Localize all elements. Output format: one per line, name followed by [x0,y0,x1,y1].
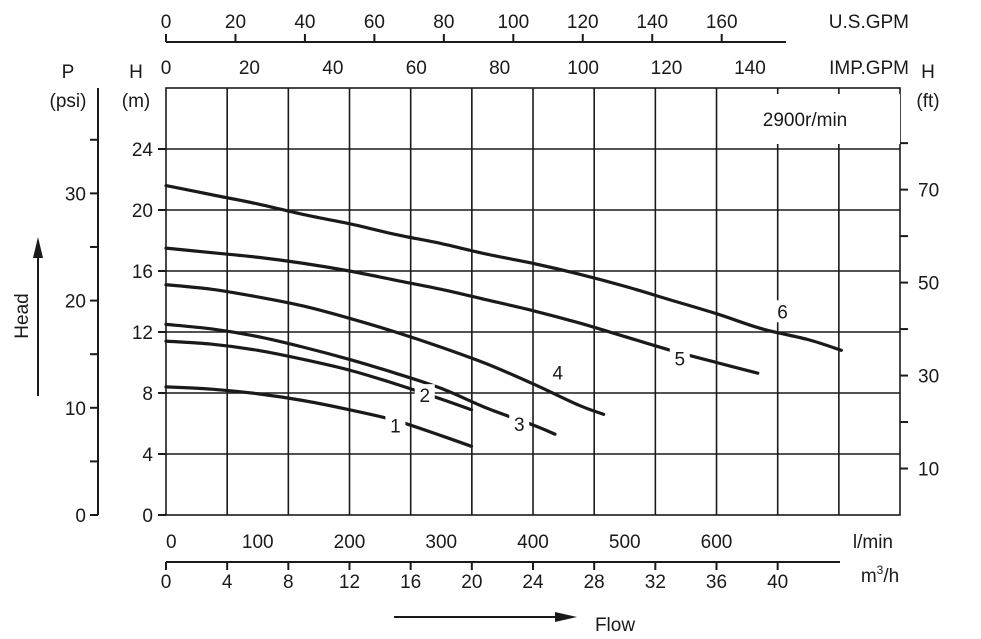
m3h-tick-label: 0 [161,572,172,593]
lmin-tick-label: 600 [701,532,733,553]
head-m-tick-label: 4 [142,445,153,466]
m3h-tick-label: 4 [222,572,233,593]
speed-label-box [720,94,900,144]
curve-label-bg [669,347,690,370]
m3h-tick-label: 16 [400,572,421,593]
usgpm-tick-label: 120 [567,12,599,33]
m3h-unit-sup: 3 [877,563,884,577]
curve-label-4: 4 [552,363,563,384]
impgpm-tick-label: 100 [567,58,599,79]
impgpm-tick-label: 40 [322,58,343,79]
m3h-unit-suffix: /h [883,566,899,587]
lmin-unit: l/min [853,532,893,553]
m3h-tick-label: 24 [522,572,544,593]
head-arrow-head [33,237,43,258]
head-m-tick-label: 0 [142,506,153,527]
lmin-tick-label: 300 [425,532,457,553]
psi-tick-label: 10 [65,399,86,420]
m3h-tick-label: 32 [645,572,666,593]
usgpm-unit: U.S.GPM [829,12,909,33]
lmin-tick-label: 200 [334,532,366,553]
curve-label-bg [772,300,793,323]
curve-3 [164,322,557,436]
head-ft-tick-label: 10 [918,460,939,481]
impgpm-tick-label: 80 [489,58,510,79]
impgpm-tick-label: 20 [239,58,260,79]
lmin-tick-label: 0 [166,532,177,553]
lmin-tick-label: 400 [517,532,549,553]
usgpm-tick-label: 140 [636,12,668,33]
usgpm-tick-label: 80 [433,12,454,33]
m3h-unit: m3/h [861,563,899,587]
usgpm-tick-label: 40 [294,12,315,33]
impgpm-tick-label: 60 [406,58,427,79]
usgpm-tick-label: 160 [706,12,738,33]
curve-6 [164,184,843,352]
curve-2 [164,339,474,412]
m3h-tick-label: 12 [339,572,360,593]
curve-1 [164,385,474,448]
impgpm-tick-label: 140 [734,58,766,79]
usgpm-tick-label: 100 [497,12,529,33]
head-ft-unit-bottom: (ft) [916,91,939,112]
curve-label-2: 2 [419,386,430,407]
impgpm-unit: IMP.GPM [829,58,909,79]
curve-label-3: 3 [514,415,525,436]
curve-label-bg [385,414,406,437]
head-ft-tick-label: 30 [918,367,939,388]
x-axis-title: Flow [595,615,635,636]
curve-4 [164,283,606,416]
head-ft-tick-label: 50 [918,274,939,295]
psi-tick-label: 30 [65,184,86,205]
head-m-tick-label: 20 [132,201,153,222]
lmin-tick-label: 500 [609,532,641,553]
usgpm-tick-label: 20 [225,12,246,33]
curve-label-6: 6 [777,302,788,323]
head-m-tick-label: 16 [132,262,153,283]
head-m-unit-bottom: (m) [122,91,150,112]
head-ft-tick-label: 70 [918,181,939,202]
curve-label-bg [509,413,530,436]
head-ft-unit-top: H [921,62,935,83]
usgpm-tick-label: 0 [161,12,172,33]
flow-arrow-head [555,612,577,622]
y-axis-title: Head [12,293,33,338]
m3h-tick-label: 40 [767,572,788,593]
m3h-tick-label: 20 [461,572,482,593]
usgpm-tick-label: 60 [364,12,385,33]
impgpm-tick-label: 0 [161,58,172,79]
head-m-tick-label: 24 [132,140,154,161]
psi-unit-top: P [62,62,75,83]
psi-unit-bottom: (psi) [50,91,87,112]
psi-tick-label: 0 [75,506,86,527]
curve-label-bg [547,361,568,384]
curve-label-5: 5 [675,350,686,371]
head-m-tick-label: 8 [142,384,153,405]
curves [164,184,843,448]
m3h-tick-label: 36 [706,572,727,593]
axes [33,34,908,622]
speed-label: 2900r/min [763,110,848,131]
curve-label-1: 1 [390,417,401,438]
m3h-tick-label: 8 [283,572,294,593]
lmin-tick-label: 100 [242,532,274,553]
head-m-unit-top: H [129,62,143,83]
impgpm-tick-label: 120 [651,58,683,79]
psi-tick-label: 20 [65,292,86,313]
curve-label-bg [414,384,435,407]
m3h-unit-base: m [861,566,877,587]
head-m-tick-label: 12 [132,323,153,344]
m3h-tick-label: 28 [584,572,605,593]
curve-5 [164,246,760,375]
